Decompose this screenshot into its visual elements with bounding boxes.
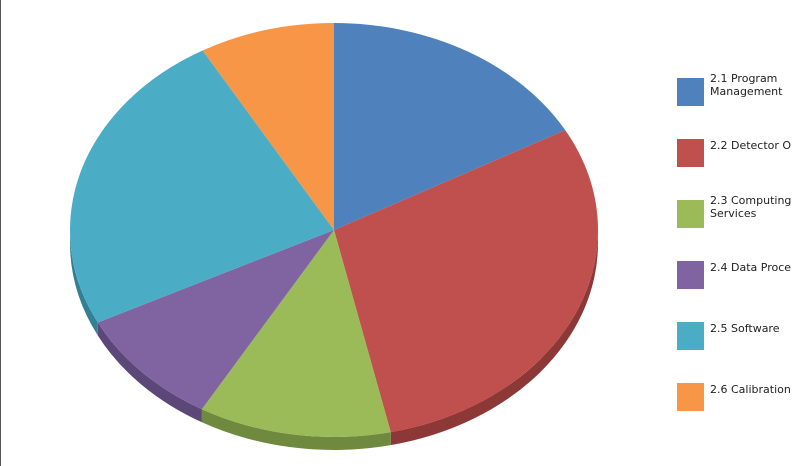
legend-label: 2.3 Computing Services — [710, 194, 792, 220]
pie-slice[interactable] — [97, 230, 334, 410]
legend-swatch — [677, 261, 704, 289]
pie-slice[interactable] — [202, 23, 334, 230]
legend-swatch — [677, 322, 704, 350]
pie-slice[interactable] — [334, 130, 599, 433]
legend-label: 2.6 Calibration — [710, 383, 791, 396]
pie-slice[interactable] — [201, 230, 391, 437]
pie-slice-side — [70, 230, 98, 336]
pie-slice-side — [390, 230, 598, 446]
legend-swatch — [677, 200, 704, 228]
legend-swatch — [677, 139, 704, 167]
pie-slice-side — [97, 322, 202, 423]
legend-swatch — [677, 383, 704, 411]
pie-slice[interactable] — [334, 23, 566, 230]
pie-slice-side — [201, 409, 391, 450]
legend-label: 2.1 Program Management — [710, 72, 783, 98]
legend-label: 2.2 Detector O — [710, 139, 792, 152]
legend-swatch — [677, 78, 704, 106]
pie-slice[interactable] — [69, 50, 334, 323]
legend-label: 2.4 Data Proce — [710, 261, 792, 274]
legend-label: 2.5 Software — [710, 322, 780, 335]
